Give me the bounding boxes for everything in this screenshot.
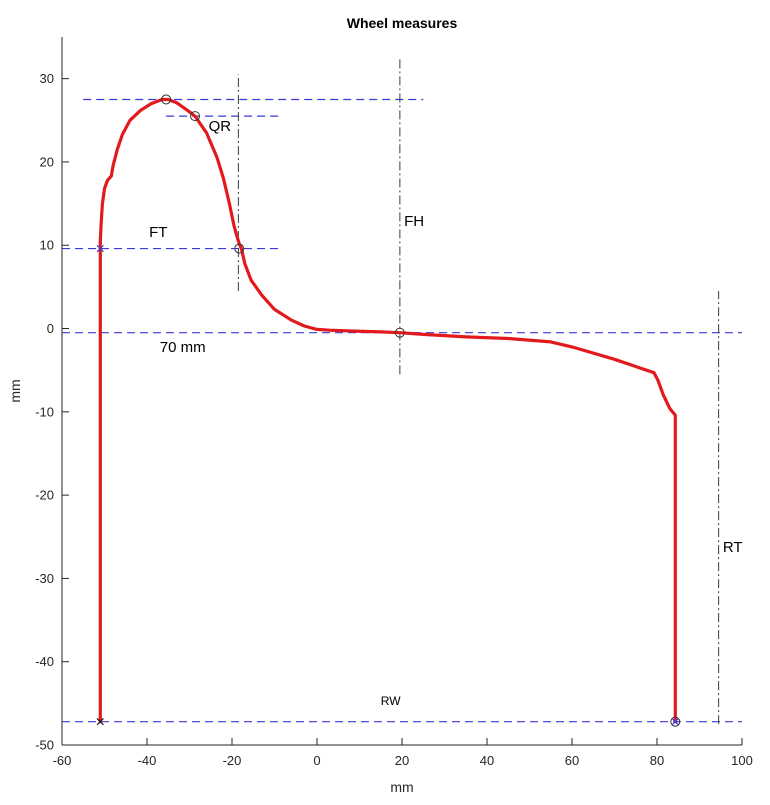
y-axis-title: mm xyxy=(7,379,23,402)
cross-marker xyxy=(671,718,679,726)
x-tick-label: 0 xyxy=(313,753,320,768)
x-tick-label: 80 xyxy=(650,753,664,768)
y-tick-label: 20 xyxy=(40,154,54,169)
annotation-label: FT xyxy=(149,224,167,241)
annotation-label: 70 mm xyxy=(160,339,206,356)
x-tick-label: 60 xyxy=(565,753,579,768)
circle-marker xyxy=(394,327,405,338)
measure-annotations: QR FH FT 70 mm RT RW xyxy=(149,118,742,708)
y-tick-label: 0 xyxy=(47,321,54,336)
circle-marker xyxy=(234,243,245,254)
annotation-label: RW xyxy=(381,694,401,708)
annotation-label: RT xyxy=(723,539,743,556)
circle-marker xyxy=(161,94,172,105)
guide-lines xyxy=(62,57,742,725)
y-tick-label: -10 xyxy=(35,404,54,419)
x-tick-label: 40 xyxy=(480,753,494,768)
x-axis-title: mm xyxy=(390,779,413,795)
cross-stroke xyxy=(96,244,104,253)
axes: -60 -40 -20 0 20 40 60 80 100 -50 -40 -30 -20 -10 0 10 2… xyxy=(35,37,753,768)
chart-title: Wheel measures xyxy=(347,15,458,31)
circle-marker xyxy=(670,716,681,727)
x-tick-label: 100 xyxy=(731,753,753,768)
measure-markers xyxy=(96,94,681,727)
annotation-label: QR xyxy=(209,118,232,135)
y-tick-label: -40 xyxy=(35,654,54,669)
profile-line xyxy=(98,97,677,724)
y-tick-label: 10 xyxy=(40,238,54,253)
x-tick-label: -60 xyxy=(53,753,72,768)
circle-marker xyxy=(190,111,201,122)
cross-stroke xyxy=(671,718,679,726)
cross-marker xyxy=(96,244,104,253)
x-tick-label: -20 xyxy=(223,753,242,768)
cross-stroke xyxy=(96,718,104,726)
cross-marker xyxy=(96,718,104,726)
profile-series xyxy=(98,97,677,724)
x-tick-label: 20 xyxy=(395,753,409,768)
annotation-label: FH xyxy=(404,213,424,230)
x-tick-label: -40 xyxy=(138,753,157,768)
y-tick-label: -30 xyxy=(35,571,54,586)
y-tick-label: -50 xyxy=(35,738,54,753)
y-tick-label: 30 xyxy=(40,71,54,86)
y-tick-label: -20 xyxy=(35,488,54,503)
